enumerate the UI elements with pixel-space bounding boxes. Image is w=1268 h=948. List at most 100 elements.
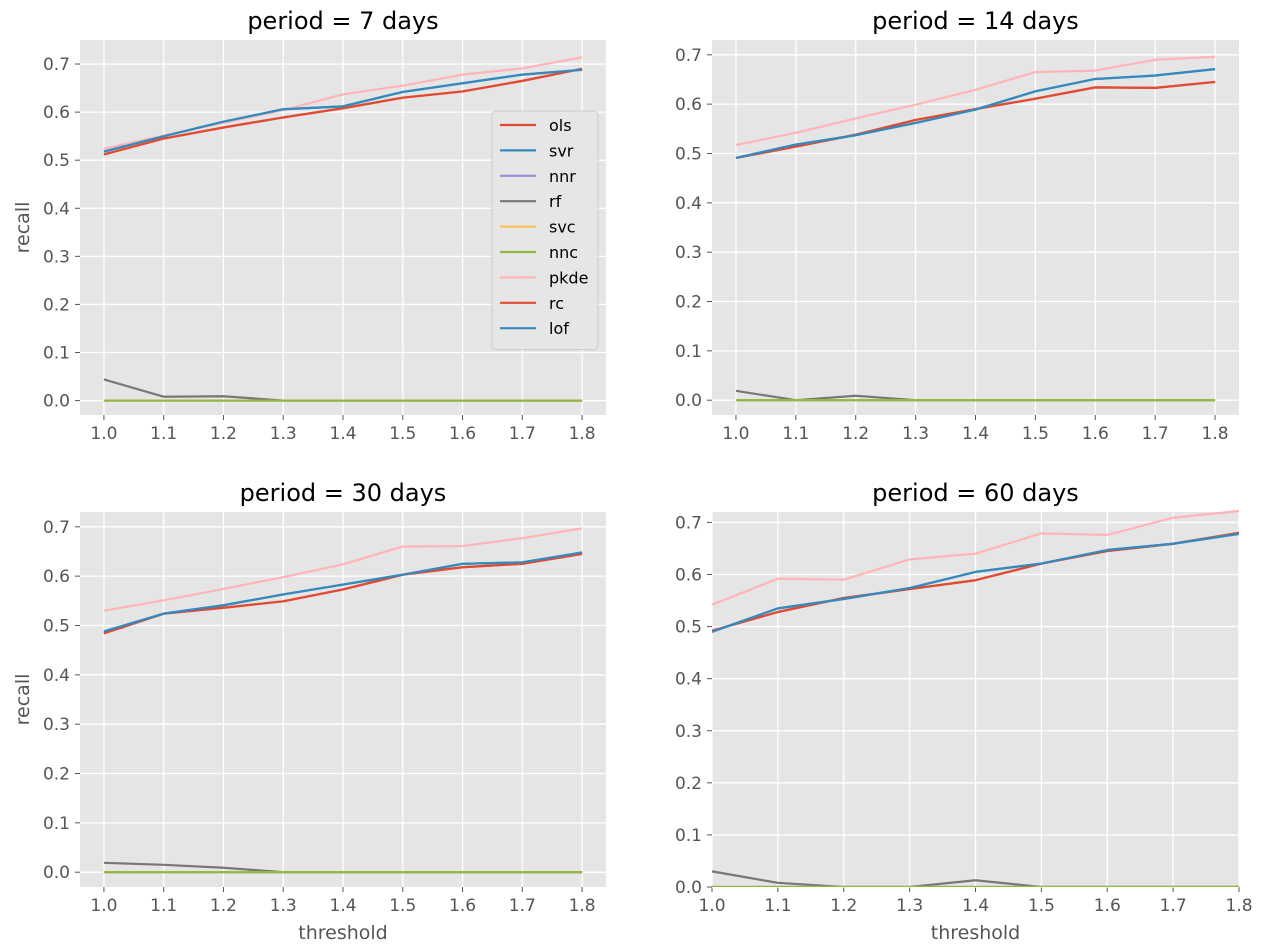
y-tick-label: 0.5	[43, 151, 70, 171]
x-tick-label: 1.2	[842, 424, 869, 444]
series-group	[735, 55, 1216, 402]
x-tick-label: 1.0	[698, 896, 725, 916]
x-tick-label: 1.3	[270, 424, 297, 444]
series-line-rc	[103, 67, 583, 156]
y-tick-label: 0.2	[43, 295, 70, 315]
y-tick-label: 0.6	[675, 95, 702, 115]
y-tick-label: 0.5	[675, 144, 702, 164]
x-tick-label: 1.6	[1094, 896, 1121, 916]
x-tick-label: 1.2	[210, 896, 237, 916]
x-tick-label: 1.5	[1022, 424, 1049, 444]
legend-label-ols: ols	[549, 116, 572, 135]
x-tick-label: 1.3	[896, 896, 923, 916]
x-tick-label: 1.1	[150, 424, 177, 444]
x-tick-label: 1.4	[962, 896, 989, 916]
y-tick-label: 0.4	[43, 666, 70, 686]
y-tick-label: 0.4	[675, 670, 702, 690]
y-tick-label: 0.7	[43, 518, 70, 538]
y-axis-label: recall	[12, 674, 34, 726]
subplot-2: 1.0 1.1 1.2 1.3 1.4 1.5 1.6 1.7 1.8 0.0 0.1 0.2 0.3 0…	[12, 479, 606, 944]
subplot-3: 1.0 1.1 1.2 1.3 1.4 1.5 1.6 1.7 1.8 0.0 0.1 0.2 0.3 0…	[675, 479, 1253, 944]
y-tick-label: 0.0	[675, 391, 702, 411]
x-tick-label: 1.3	[270, 896, 297, 916]
x-tick-label: 1.7	[509, 424, 536, 444]
x-tick-label: 1.5	[389, 424, 416, 444]
series-group	[712, 510, 1239, 887]
x-tick-label: 1.4	[329, 896, 356, 916]
legend: ols svr nnr rf svc nnc pkde rc lof	[491, 110, 599, 351]
x-tick-label: 1.7	[1160, 896, 1187, 916]
x-tick-label: 1.6	[449, 896, 476, 916]
y-axis-label: recall	[12, 202, 34, 254]
x-tick-label: 1.7	[509, 896, 536, 916]
y-tick-label: 0.3	[675, 243, 702, 263]
x-tick-label: 1.0	[722, 424, 749, 444]
y-tick-label: 0.3	[43, 247, 70, 267]
y-tick-label: 0.6	[43, 567, 70, 587]
x-tick-label: 1.6	[449, 424, 476, 444]
x-tick-label: 1.8	[569, 896, 596, 916]
y-tick-label: 0.3	[43, 715, 70, 735]
x-tick-label: 1.8	[569, 424, 596, 444]
y-tick-label: 0.1	[675, 826, 702, 846]
y-tick-label: 0.1	[43, 344, 70, 364]
x-tick-label: 1.3	[902, 424, 929, 444]
y-tick-label: 0.7	[43, 55, 70, 75]
subplot-title: period = 7 days	[247, 7, 438, 35]
y-tick-label: 0.6	[43, 103, 70, 123]
series-line-lof	[735, 68, 1216, 160]
y-tick-label: 0.6	[675, 566, 702, 586]
x-tick-label: 1.5	[389, 896, 416, 916]
series-group	[103, 527, 583, 874]
y-tick-label: 0.1	[43, 814, 70, 834]
legend-label-rf: rf	[549, 192, 562, 211]
x-tick-label: 1.4	[962, 424, 989, 444]
series-line-lof	[103, 68, 583, 153]
x-tick-label: 1.2	[210, 424, 237, 444]
series-line-lof	[103, 551, 583, 633]
x-tick-label: 1.1	[782, 424, 809, 444]
y-tick-label: 0.0	[43, 863, 70, 883]
series-line-pkde	[712, 510, 1239, 606]
y-tick-label: 0.2	[43, 765, 70, 785]
subplot-title: period = 60 days	[872, 479, 1079, 507]
y-tick-label: 0.0	[675, 878, 702, 898]
legend-box	[491, 110, 599, 351]
legend-label-rc: rc	[549, 294, 564, 313]
x-tick-label: 1.4	[329, 424, 356, 444]
x-tick-label: 1.2	[830, 896, 857, 916]
y-tick-label: 0.5	[43, 616, 70, 636]
y-tick-label: 0.0	[43, 392, 70, 412]
legend-label-svr: svr	[549, 141, 574, 160]
y-tick-label: 0.3	[675, 722, 702, 742]
x-tick-label: 1.0	[90, 896, 117, 916]
x-tick-label: 1.7	[1142, 424, 1169, 444]
x-axis-label: threshold	[298, 922, 387, 944]
subplot-title: period = 14 days	[872, 7, 1079, 35]
x-tick-label: 1.6	[1082, 424, 1109, 444]
legend-label-nnc: nnc	[549, 243, 578, 262]
x-tick-label: 1.0	[90, 424, 117, 444]
y-tick-label: 0.4	[675, 194, 702, 214]
x-tick-label: 1.8	[1202, 424, 1229, 444]
x-tick-label: 1.5	[1028, 896, 1055, 916]
y-tick-label: 0.5	[675, 618, 702, 638]
y-tick-label: 0.7	[675, 513, 702, 533]
x-tick-label: 1.1	[764, 896, 791, 916]
legend-label-lof: lof	[549, 319, 569, 338]
series-line-lof	[712, 532, 1239, 633]
x-axis-label: threshold	[931, 922, 1020, 944]
subplot-1: 1.0 1.1 1.2 1.3 1.4 1.5 1.6 1.7 1.8 0.0 0.1 0.2 0.3 0…	[675, 7, 1239, 444]
y-tick-label: 0.1	[675, 342, 702, 362]
y-tick-label: 0.4	[43, 199, 70, 219]
series-line-pkde	[735, 55, 1216, 147]
series-group	[103, 56, 583, 402]
series-line-rf	[712, 870, 1239, 887]
y-tick-label: 0.7	[675, 46, 702, 66]
legend-label-svc: svc	[549, 218, 576, 237]
x-tick-label: 1.8	[1225, 896, 1252, 916]
legend-label-pkde: pkde	[549, 268, 588, 287]
y-tick-label: 0.2	[675, 293, 702, 313]
y-tick-label: 0.2	[675, 774, 702, 794]
